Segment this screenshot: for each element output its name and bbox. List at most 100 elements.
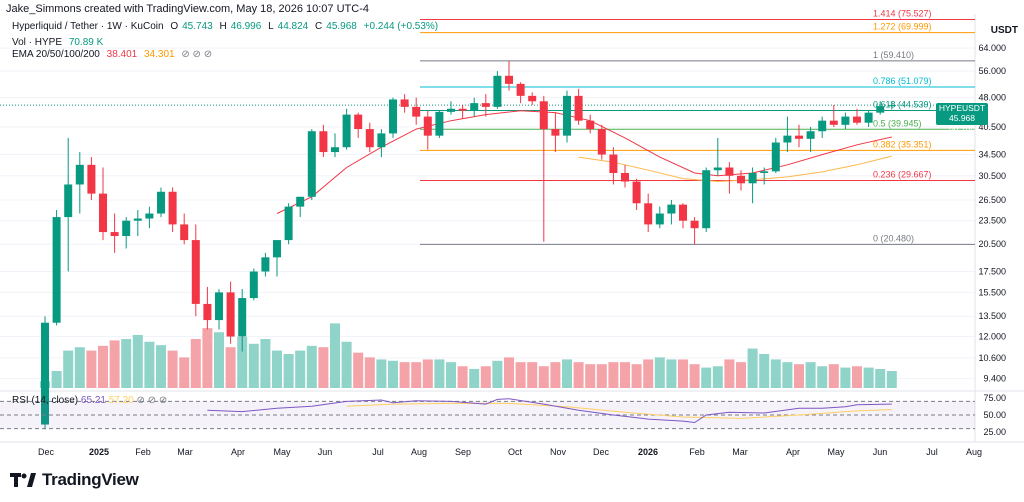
price-tick-label: 13.500 xyxy=(978,311,1006,321)
candle-body xyxy=(458,108,467,111)
candle-body xyxy=(52,217,61,323)
volume-bar xyxy=(782,362,793,388)
candle-body xyxy=(191,240,200,304)
candle-body xyxy=(99,193,107,233)
fib-label: 0.786 (51.079) xyxy=(873,76,932,86)
symbol-legend: Hyperliquid / Tether · 1W · KuCoin O 45.7… xyxy=(12,21,442,32)
candle-body xyxy=(400,99,409,107)
symbol-title[interactable]: Hyperliquid / Tether · 1W · KuCoin xyxy=(12,21,164,32)
currency-label[interactable]: USDT xyxy=(990,25,1018,36)
candle-body xyxy=(516,83,525,96)
volume-bar xyxy=(364,357,375,388)
tradingview-logo-icon xyxy=(10,473,36,487)
volume-bar xyxy=(828,364,839,388)
rsi-tick-label: 25.00 xyxy=(983,427,1006,437)
volume-bar xyxy=(330,323,340,388)
volume-label[interactable]: Vol · HYPE xyxy=(12,37,63,48)
price-axis: 64.000 56.000 48.000 40.500 34.500 30.500 26.5… xyxy=(978,43,1006,383)
volume-bar xyxy=(63,350,74,388)
tradingview-logo-text: TradingView xyxy=(42,470,139,489)
hidden-eye-icons[interactable]: ⊘ ⊘ ⊘ xyxy=(181,49,213,60)
volume-bar xyxy=(550,362,561,388)
candle-body xyxy=(493,75,502,107)
volume-bar xyxy=(538,366,549,388)
ema-value-1: 38.401 xyxy=(106,49,138,60)
price-tag-symbol: HYPEUSDT xyxy=(938,103,986,113)
price-tick-label: 48.000 xyxy=(978,93,1006,103)
price-tick-label: 20.500 xyxy=(978,239,1006,249)
volume-bar xyxy=(736,362,746,388)
time-tick-label: 2025 xyxy=(89,447,109,457)
candle-body xyxy=(41,322,49,425)
fib-label: 0 (20.480) xyxy=(873,233,914,243)
candle-body xyxy=(539,101,548,130)
candle-body xyxy=(133,218,142,221)
volume-bar xyxy=(689,364,700,388)
price-tag-time: 6d 10h xyxy=(949,123,975,133)
candle-body xyxy=(307,131,316,197)
last-price-tag: HYPEUSDT 45.968 6d 10h xyxy=(936,103,988,133)
ema-legend: EMA 20/50/100/200 38.401 34.301 ⊘ ⊘ ⊘ xyxy=(12,49,216,60)
volume-bar xyxy=(794,364,804,388)
time-tick-label: Apr xyxy=(231,447,245,457)
volume-bar xyxy=(759,354,770,388)
candle-body xyxy=(818,120,827,132)
candle-body xyxy=(75,164,84,185)
candle-body xyxy=(644,203,653,225)
volume-bar xyxy=(144,341,155,388)
volume-bar xyxy=(712,366,723,388)
rsi-pane: 75.00 50.00 25.00 xyxy=(0,393,1006,437)
rsi-value: 65.21 xyxy=(80,395,106,406)
open-value: 45.743 xyxy=(182,21,213,32)
time-tick-label: Dec xyxy=(38,447,55,457)
volume-bar xyxy=(770,359,781,388)
time-tick-label: Feb xyxy=(135,447,151,457)
price-tick-label: 56.000 xyxy=(978,66,1006,76)
candles xyxy=(41,60,896,430)
volume-bar xyxy=(620,362,630,388)
candle-body xyxy=(737,175,745,184)
volume-bar xyxy=(306,345,317,388)
volume-bar xyxy=(121,339,132,388)
candle-body xyxy=(389,99,397,134)
candle-body xyxy=(296,196,305,207)
low-value: 44.824 xyxy=(277,21,309,32)
rsi-label[interactable]: RSI (14, close) xyxy=(12,395,79,406)
price-tick-label: 15.500 xyxy=(978,287,1006,297)
volume-value: 70.89 K xyxy=(68,37,104,48)
hidden-eye-icons-rsi[interactable]: ⊘ ⊘ ⊘ xyxy=(136,395,168,406)
ema-50-line xyxy=(578,155,892,183)
candle-body xyxy=(168,191,177,225)
volume-bar xyxy=(492,360,503,388)
candle-body xyxy=(226,292,235,337)
candle-body xyxy=(748,172,757,184)
volume-bar xyxy=(666,359,677,388)
fib-label: 0.5 (39.945) xyxy=(873,118,922,128)
volume-bar xyxy=(701,367,712,388)
candle-body xyxy=(470,103,479,111)
volume-bar xyxy=(852,366,862,388)
candle-body xyxy=(702,170,711,229)
volume-bar xyxy=(225,347,236,388)
volume-bar xyxy=(457,366,468,388)
price-tick-label: 10.600 xyxy=(978,353,1006,363)
volume-bar xyxy=(480,366,491,388)
volume-bar xyxy=(573,362,584,388)
volume-bar xyxy=(747,348,758,388)
tradingview-logo[interactable]: TradingView xyxy=(10,470,139,490)
change-value: +0.244 (+0.53%) xyxy=(363,21,439,32)
volume-bar xyxy=(86,350,97,388)
ema-label[interactable]: EMA 20/50/100/200 xyxy=(12,49,100,60)
close-value: 45.968 xyxy=(326,21,357,32)
candle-body xyxy=(632,181,641,204)
time-tick-label: Jul xyxy=(372,447,384,457)
candle-body xyxy=(365,129,374,148)
volume-legend: Vol · HYPE 70.89 K xyxy=(12,37,107,48)
volume-bar xyxy=(840,367,851,388)
volume-bar xyxy=(167,350,178,388)
candle-body xyxy=(528,95,537,102)
volume-bar xyxy=(469,368,480,388)
candle-body xyxy=(806,131,815,139)
candle-body xyxy=(64,184,73,218)
